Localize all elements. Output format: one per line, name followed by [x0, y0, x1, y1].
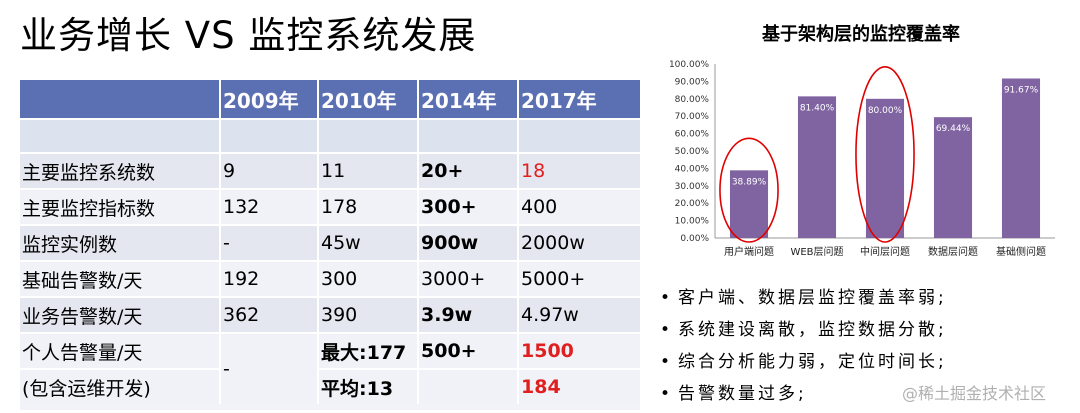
table-row: (包含运维开发) 平均:13 184 [20, 368, 640, 404]
cell-2017: 18 [517, 152, 640, 189]
x-tick-label: 中间层问题 [860, 245, 910, 258]
bar [1001, 78, 1041, 238]
bullet-text: 客户端、数据层监控覆盖率弱; [678, 288, 947, 308]
data-label: 81.40% [800, 103, 835, 113]
coverage-bar-chart: 0.00% 10.00% 20.00% 30.00% 40.00% 50.00% 60.00… [669, 60, 1055, 258]
header-cell-2010: 2010年 [317, 80, 418, 119]
row-label: 主要监控系统数 [20, 152, 220, 189]
cell-2014-empty [417, 368, 518, 404]
x-tick-label: 数据层问题 [928, 245, 978, 258]
y-tick-label: 80.00% [675, 95, 710, 105]
cell-2014: 3.9w [417, 296, 518, 333]
bullet-text: 告警数量过多; [678, 384, 807, 404]
highlight-ellipse [855, 66, 915, 243]
data-label: 38.89% [732, 177, 767, 187]
data-label: 69.44% [936, 124, 971, 134]
bar [729, 170, 769, 238]
cell-2014: 300+ [417, 188, 518, 225]
table-row: 主要监控指标数 132 178 300+ 400 [20, 188, 640, 225]
bullet-marker: • [660, 320, 671, 340]
cell-2010-avg: 平均:13 [317, 368, 418, 404]
slide-title: 业务增长 VS 监控系统发展 [20, 14, 477, 57]
x-tick-label: 用户端问题 [724, 245, 774, 258]
table-row: 监控实例数 - 45w 900w 2000w [20, 224, 640, 261]
cell-2017: 1500 [517, 332, 640, 369]
y-tick-label: 70.00% [675, 112, 710, 122]
y-tick-label: 100.00% [669, 60, 709, 70]
data-label: 80.00% [868, 106, 903, 116]
row-label: 个人告警量/天 [20, 332, 220, 369]
cell-2010-max: 最大:177 [317, 332, 418, 369]
list-item: • 客户端、数据层监控覆盖率弱; [660, 282, 1080, 314]
header-cell-2017: 2017年 [517, 80, 640, 119]
row-label: 业务告警数/天 [20, 296, 220, 333]
stats-table: 2009年 2010年 2014年 2017年 主要监控系统数 9 11 20+… [20, 80, 640, 404]
list-item: • 告警数量过多; [660, 378, 1080, 410]
header-cell-empty [20, 80, 220, 119]
header-cell-2009: 2009年 [219, 80, 318, 119]
cell-2009: 192 [219, 260, 318, 297]
table-header-row: 2009年 2010年 2014年 2017年 [20, 80, 640, 119]
row-label: 监控实例数 [20, 224, 220, 261]
bar [865, 98, 905, 238]
y-tick-label: 20.00% [675, 199, 710, 209]
row-label: 基础告警数/天 [20, 260, 220, 297]
x-tick-label: 基础侧问题 [996, 245, 1046, 258]
table-spacer-row [20, 118, 640, 153]
header-cell-2014: 2014年 [417, 80, 518, 119]
row-label: 主要监控指标数 [20, 188, 220, 225]
comparison-table: 2009年 2010年 2014年 2017年 主要监控系统数 9 11 20+… [20, 80, 640, 410]
cell-2009: 132 [219, 188, 318, 225]
bullet-marker: • [660, 384, 671, 404]
cell-2010: 178 [317, 188, 418, 225]
cell-2010: 390 [317, 296, 418, 333]
y-tick-label: 90.00% [675, 77, 710, 87]
cell-2017: 4.97w [517, 296, 640, 333]
cell-2014: 20+ [417, 152, 518, 189]
bullet-text: 系统建设离散，监控数据分散; [678, 320, 947, 340]
table-row: 业务告警数/天 362 390 3.9w 4.97w [20, 296, 640, 333]
cell-2010: 11 [317, 152, 418, 189]
cell-2009: 9 [219, 152, 318, 189]
cell-2017: 184 [517, 368, 640, 404]
y-tick-label: 30.00% [675, 182, 710, 192]
chart-title: 基于架构层的监控覆盖率 [762, 24, 960, 45]
table-row: 个人告警量/天 - 最大:177 500+ 1500 [20, 332, 640, 404]
table-row: 基础告警数/天 192 300 3000+ 5000+ [20, 260, 640, 297]
bullet-list: • 客户端、数据层监控覆盖率弱; • 系统建设离散，监控数据分散; • 综合分析能力弱… [660, 282, 1080, 410]
cell-2010: 45w [317, 224, 418, 261]
cell-2017: 5000+ [517, 260, 640, 297]
watermark: @稀土掘金技术社区 [902, 384, 1047, 403]
cell-2014: 3000+ [417, 260, 518, 297]
y-tick-label: 60.00% [675, 130, 710, 140]
cell-2014: 900w [417, 224, 518, 261]
cell-2010: 300 [317, 260, 418, 297]
cell-2009: 362 [219, 296, 318, 333]
y-tick-label: 50.00% [675, 147, 710, 157]
row-label: (包含运维开发) [20, 368, 220, 404]
table-row: 主要监控系统数 9 11 20+ 18 [20, 152, 640, 189]
cell-2017: 400 [517, 188, 640, 225]
bullet-marker: • [660, 352, 671, 372]
bullet-marker: • [660, 288, 671, 308]
bullet-text: 综合分析能力弱，定位时间长; [678, 352, 947, 372]
y-tick-label: 40.00% [675, 164, 710, 174]
data-label: 91.67% [1004, 85, 1039, 95]
list-item: • 综合分析能力弱，定位时间长; [660, 346, 1080, 378]
cell-2017: 2000w [517, 224, 640, 261]
cell-2014: 500+ [417, 332, 518, 369]
cell-2009: - [219, 332, 318, 404]
cell-2009: - [219, 224, 318, 261]
bar [797, 96, 837, 238]
x-tick-label: WEB层问题 [790, 245, 843, 258]
y-tick-label: 0.00% [680, 234, 709, 244]
highlight-ellipse [719, 137, 779, 243]
bar [933, 117, 973, 238]
y-tick-label: 10.00% [675, 217, 710, 227]
list-item: • 系统建设离散，监控数据分散; [660, 314, 1080, 346]
